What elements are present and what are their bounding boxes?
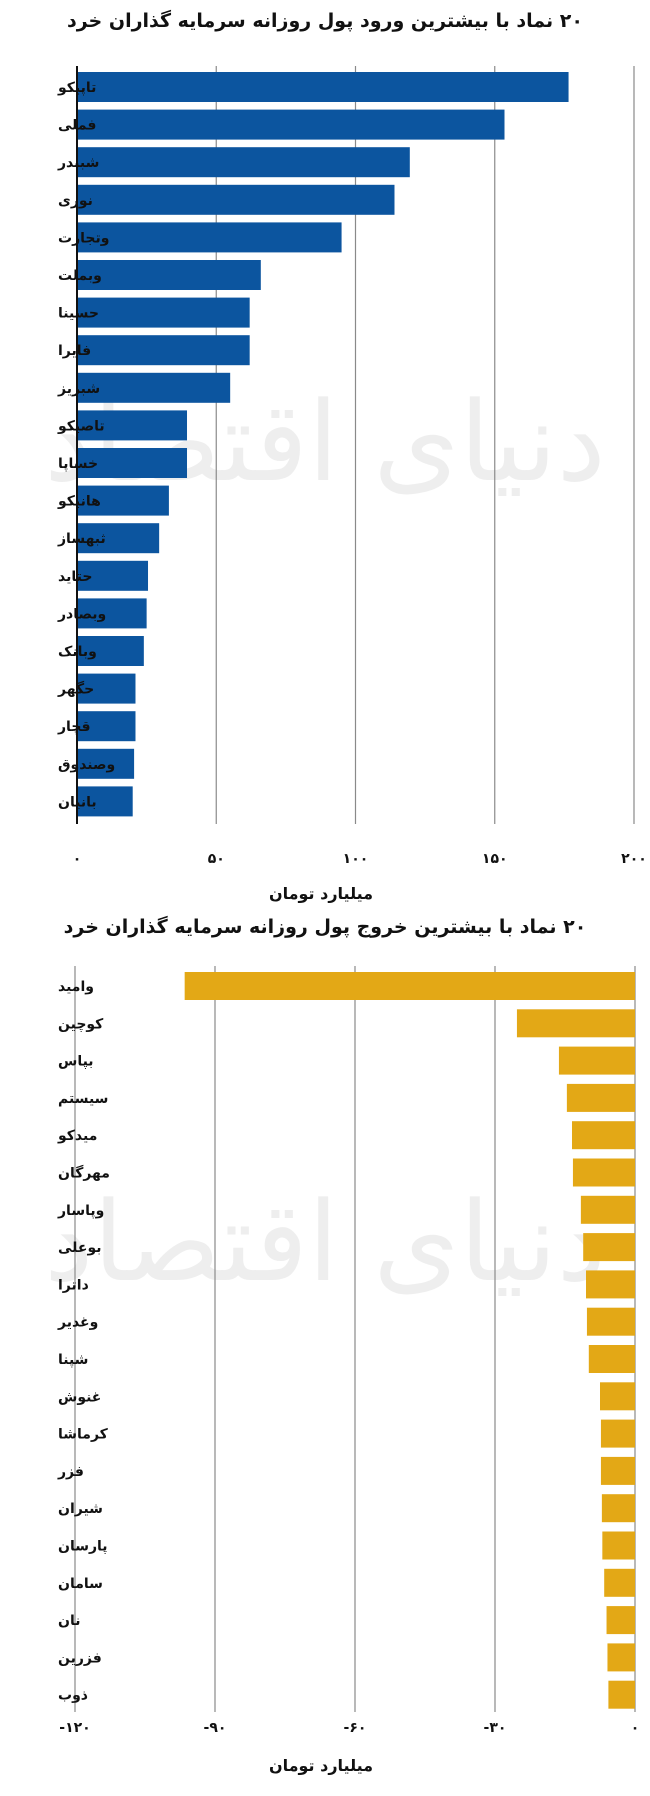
bar: [77, 147, 410, 178]
inflow-bar-plot: دنیای اقتصاد۰۵۰۱۰۰۱۵۰۲۰۰تاپیکوفملیشبندرن…: [44, 66, 647, 867]
bar: [77, 222, 342, 253]
bar: [184, 972, 635, 1000]
bar: [580, 1195, 635, 1224]
bar: [586, 1307, 635, 1336]
bar: [77, 184, 395, 215]
category-label: فایرا: [58, 343, 91, 359]
category-label: کرماشا: [58, 1427, 109, 1443]
x-tick-label: ۱۰۰: [343, 851, 369, 867]
bar: [588, 1345, 635, 1373]
category-label: نوری: [58, 193, 93, 209]
category-label: وغدیر: [57, 1315, 98, 1331]
category-label: شبندر: [57, 155, 99, 171]
x-tick-label: -۹۰: [204, 1720, 227, 1736]
x-tick-label: ۲۰۰: [621, 851, 647, 867]
bar: [558, 1046, 635, 1075]
category-label: وتجارت: [58, 230, 109, 246]
category-label: وبصادر: [57, 606, 106, 622]
bar: [77, 523, 160, 554]
category-label: شپنا: [58, 1352, 88, 1368]
bar: [600, 1419, 635, 1448]
category-label: شیران: [58, 1501, 103, 1517]
category-label: کوچین: [58, 1016, 104, 1032]
bar: [583, 1233, 635, 1262]
outflow-chart: ۲۰ نماد با بیشترین خروج پول روزانه سرمای…: [0, 900, 650, 1796]
bar: [77, 372, 231, 403]
bar: [77, 410, 188, 441]
category-label: غنوش: [58, 1389, 101, 1405]
bar: [600, 1382, 635, 1411]
bar: [77, 786, 133, 817]
x-tick-label: ۰: [631, 1720, 640, 1736]
bar: [516, 1009, 635, 1038]
category-label: شبریز: [57, 381, 100, 397]
bar: [602, 1531, 635, 1560]
category-label: تاصیکو: [57, 418, 105, 434]
category-label: میدکو: [57, 1128, 97, 1144]
category-label: وامید: [58, 979, 94, 995]
bar: [77, 560, 149, 591]
category-label: ثبهساز: [57, 531, 106, 547]
category-label: وبملت: [58, 268, 102, 284]
outflow-axis-title: میلیارد تومان: [268, 1756, 374, 1775]
inflow-chart-title: ۲۰ نماد با بیشترین ورود پول روزانه سرمای…: [66, 10, 583, 32]
inflow-chart: ۲۰ نماد با بیشترین ورود پول روزانه سرمای…: [44, 10, 647, 903]
category-label: قچار: [57, 719, 91, 735]
watermark-text: دنیای اقتصاد: [44, 1178, 606, 1306]
bar: [77, 297, 250, 328]
bar: [604, 1568, 635, 1597]
bar: [77, 260, 261, 290]
category-label: وصندوق: [58, 757, 115, 773]
category-label: مهرگان: [58, 1165, 110, 1182]
category-label: خساپا: [58, 456, 98, 472]
bar: [77, 485, 169, 516]
category-label: بوعلی: [58, 1240, 101, 1256]
bar: [572, 1158, 635, 1187]
category-label: بپاس: [58, 1054, 94, 1070]
x-tick-label: -۳۰: [484, 1720, 507, 1736]
x-tick-label: ۰: [73, 851, 82, 867]
bar: [608, 1680, 635, 1709]
x-tick-label: ۱۵۰: [482, 851, 508, 867]
category-label: وپاسار: [57, 1203, 104, 1219]
bar: [77, 748, 135, 779]
category-label: حگهر: [57, 681, 94, 698]
bar: [606, 1606, 635, 1635]
category-label: فزرین: [58, 1650, 102, 1666]
bar: [77, 448, 188, 478]
bar: [77, 673, 136, 704]
bar: [572, 1121, 635, 1150]
category-label: هانیکو: [57, 494, 101, 510]
x-tick-label: -۶۰: [344, 1720, 367, 1736]
outflow-chart-title: ۲۰ نماد با بیشترین خروج پول روزانه سرمای…: [63, 916, 587, 938]
category-label: حتاید: [58, 569, 92, 585]
bar: [77, 598, 147, 629]
category-label: ذوب: [58, 1688, 88, 1704]
bar: [77, 109, 505, 140]
bar: [77, 711, 136, 742]
category-label: فزر: [57, 1464, 84, 1480]
bar: [601, 1494, 635, 1523]
x-tick-label: -۱۲۰: [59, 1720, 90, 1736]
category-label: حسینا: [58, 306, 99, 322]
bar: [566, 1083, 635, 1112]
category-label: داترا: [58, 1277, 89, 1293]
bar: [600, 1456, 635, 1485]
bar: [607, 1643, 635, 1672]
category-label: سیستم: [58, 1091, 108, 1107]
bar: [77, 72, 569, 102]
x-tick-label: ۵۰: [208, 851, 225, 867]
bar: [77, 636, 144, 666]
bar: [77, 335, 250, 366]
category-label: نان: [58, 1613, 80, 1629]
outflow-bar-plot: دنیای اقتصاد -۱۲۰ -۹۰ -۶۰ -۳۰ ۰ وامید کوچین بپاس…: [44, 966, 640, 1736]
inflow-axis-title: میلیارد تومان: [268, 884, 374, 903]
category-label: پارسان: [58, 1539, 108, 1555]
bar: [586, 1270, 635, 1299]
category-label: سامان: [58, 1576, 103, 1592]
